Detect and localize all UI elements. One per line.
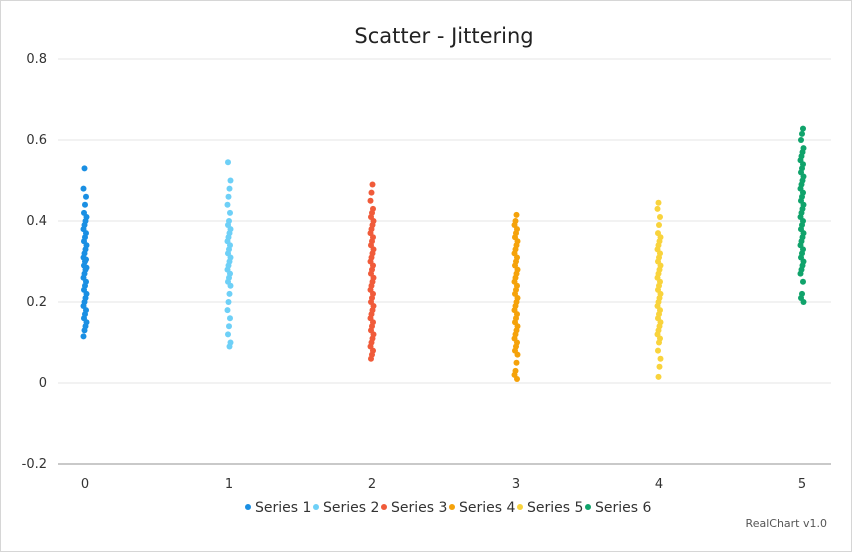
x-tick-label: 1 [225, 477, 233, 492]
data-point[interactable] [226, 290, 233, 297]
legend[interactable]: Series 1 Series 2 Series 3 Series 4 Series 5… [245, 500, 652, 516]
x-axis-tick-labels: 0 1 2 3 4 5 [81, 477, 806, 492]
data-point[interactable] [512, 367, 519, 374]
data-point[interactable] [800, 125, 806, 132]
legend-marker [585, 504, 591, 510]
data-point[interactable] [83, 193, 89, 200]
legend-item[interactable]: Series 6 [585, 500, 652, 516]
legend-label: Series 6 [595, 500, 652, 516]
data-point[interactable] [225, 159, 231, 166]
data-point[interactable] [367, 197, 374, 204]
y-tick-label: 0.8 [26, 52, 47, 67]
data-point[interactable] [370, 205, 376, 212]
data-point[interactable] [798, 137, 804, 143]
data-point[interactable] [799, 290, 805, 297]
y-axis-tick-labels: 0.8 0.6 0.4 0.2 0 -0.2 [22, 52, 47, 472]
legend-label: Series 3 [391, 500, 447, 516]
data-point[interactable] [800, 278, 806, 285]
data-point[interactable] [655, 199, 662, 206]
legend-label: Series 1 [255, 500, 311, 516]
x-tick-label: 3 [512, 477, 520, 492]
data-point[interactable] [224, 307, 231, 314]
legend-marker [381, 504, 387, 510]
legend-marker [449, 504, 455, 510]
data-point[interactable] [225, 331, 231, 338]
x-tick-label: 5 [798, 477, 806, 492]
legend-marker [517, 504, 523, 510]
data-point[interactable] [657, 213, 663, 220]
data-point[interactable] [225, 299, 232, 305]
data-point[interactable] [369, 181, 376, 188]
data-point[interactable] [226, 323, 232, 330]
chart-title: Scatter - Jittering [354, 24, 533, 48]
y-tick-label: 0.6 [26, 133, 47, 148]
x-tick-label: 2 [368, 477, 376, 492]
data-point[interactable] [368, 189, 375, 196]
data-point[interactable] [656, 222, 662, 229]
data-point[interactable] [654, 205, 661, 212]
data-point[interactable] [655, 230, 661, 237]
data-point[interactable] [81, 209, 87, 216]
legend-item[interactable]: Series 3 [381, 500, 447, 516]
data-point[interactable] [227, 209, 233, 216]
data-point[interactable] [80, 333, 87, 340]
grid-lines [58, 58, 831, 465]
data-point[interactable] [655, 373, 662, 380]
y-tick-label: 0.4 [26, 214, 47, 229]
legend-item[interactable]: Series 1 [245, 500, 311, 516]
y-tick-label: 0 [39, 376, 47, 391]
data-point[interactable] [656, 363, 663, 370]
data-point[interactable] [225, 193, 232, 200]
legend-item[interactable]: Series 2 [313, 500, 379, 516]
credits-label: RealChart v1.0 [746, 517, 827, 530]
data-point[interactable] [226, 218, 232, 224]
data-point[interactable] [513, 359, 520, 366]
legend-label: Series 2 [323, 500, 379, 516]
legend-label: Series 4 [459, 500, 516, 516]
data-point[interactable] [657, 355, 664, 362]
data-point[interactable] [227, 177, 234, 184]
data-point[interactable] [226, 185, 233, 192]
x-tick-label: 4 [655, 477, 663, 492]
data-point[interactable] [81, 165, 88, 172]
legend-label: Series 5 [527, 500, 583, 516]
data-point[interactable] [655, 347, 661, 354]
data-point[interactable] [224, 201, 231, 208]
data-point[interactable] [800, 145, 807, 152]
data-point[interactable] [227, 315, 233, 322]
data-point[interactable] [80, 185, 87, 192]
legend-marker [245, 504, 251, 510]
legend-marker [313, 504, 319, 510]
data-point[interactable] [513, 211, 520, 218]
x-tick-label: 0 [81, 477, 89, 492]
data-point[interactable] [227, 339, 234, 346]
y-tick-label: 0.2 [26, 295, 47, 310]
data-point[interactable] [512, 218, 519, 224]
y-tick-label: -0.2 [22, 457, 47, 472]
data-points [80, 125, 807, 382]
legend-item[interactable]: Series 4 [449, 500, 516, 516]
data-point[interactable] [799, 130, 805, 137]
data-point[interactable] [82, 201, 88, 208]
legend-item[interactable]: Series 5 [517, 500, 583, 516]
